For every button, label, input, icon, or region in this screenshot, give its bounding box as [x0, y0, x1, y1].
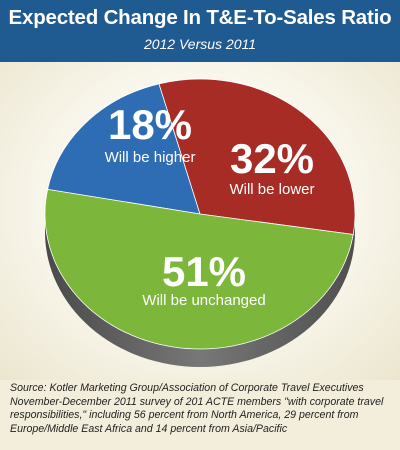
- source-note: Source: Kotler Marketing Group/Associati…: [10, 382, 394, 436]
- slice-higher-percent: 18%: [108, 101, 192, 148]
- slice-unchanged-percent: 51%: [162, 248, 246, 295]
- slice-unchanged-label: Will be unchanged: [142, 292, 265, 309]
- source-line: Source: Kotler Marketing Group/Associati…: [10, 382, 364, 394]
- pie-slices: [44, 78, 356, 350]
- chart-title: Expected Change In T&E-To-Sales Ratio: [8, 6, 392, 29]
- source-line: responsibilities," including 56 percent …: [10, 409, 359, 421]
- pie-labels: 18% Will be higher 32% Will be lower 51%…: [105, 101, 315, 309]
- slice-lower: [158, 78, 356, 235]
- slice-higher-label: Will be higher: [105, 149, 196, 166]
- chart-header: Expected Change In T&E-To-Sales Ratio 20…: [0, 0, 400, 62]
- source-line: Europe/Middle East Africa and 14 percent…: [10, 422, 288, 435]
- chart-area: 18% Will be higher 32% Will be lower 51%…: [0, 62, 400, 380]
- slice-higher: [47, 83, 201, 215]
- slice-unchanged: [44, 188, 354, 350]
- chart-subtitle: 2012 Versus 2011: [143, 36, 257, 52]
- slice-lower-percent: 32%: [230, 135, 314, 182]
- pie-chart: 18% Will be higher 32% Will be lower 51%…: [44, 78, 356, 367]
- slice-lower-label: Will be lower: [229, 181, 314, 198]
- source-line: November-December 2011 survey of 201 ACT…: [10, 395, 384, 408]
